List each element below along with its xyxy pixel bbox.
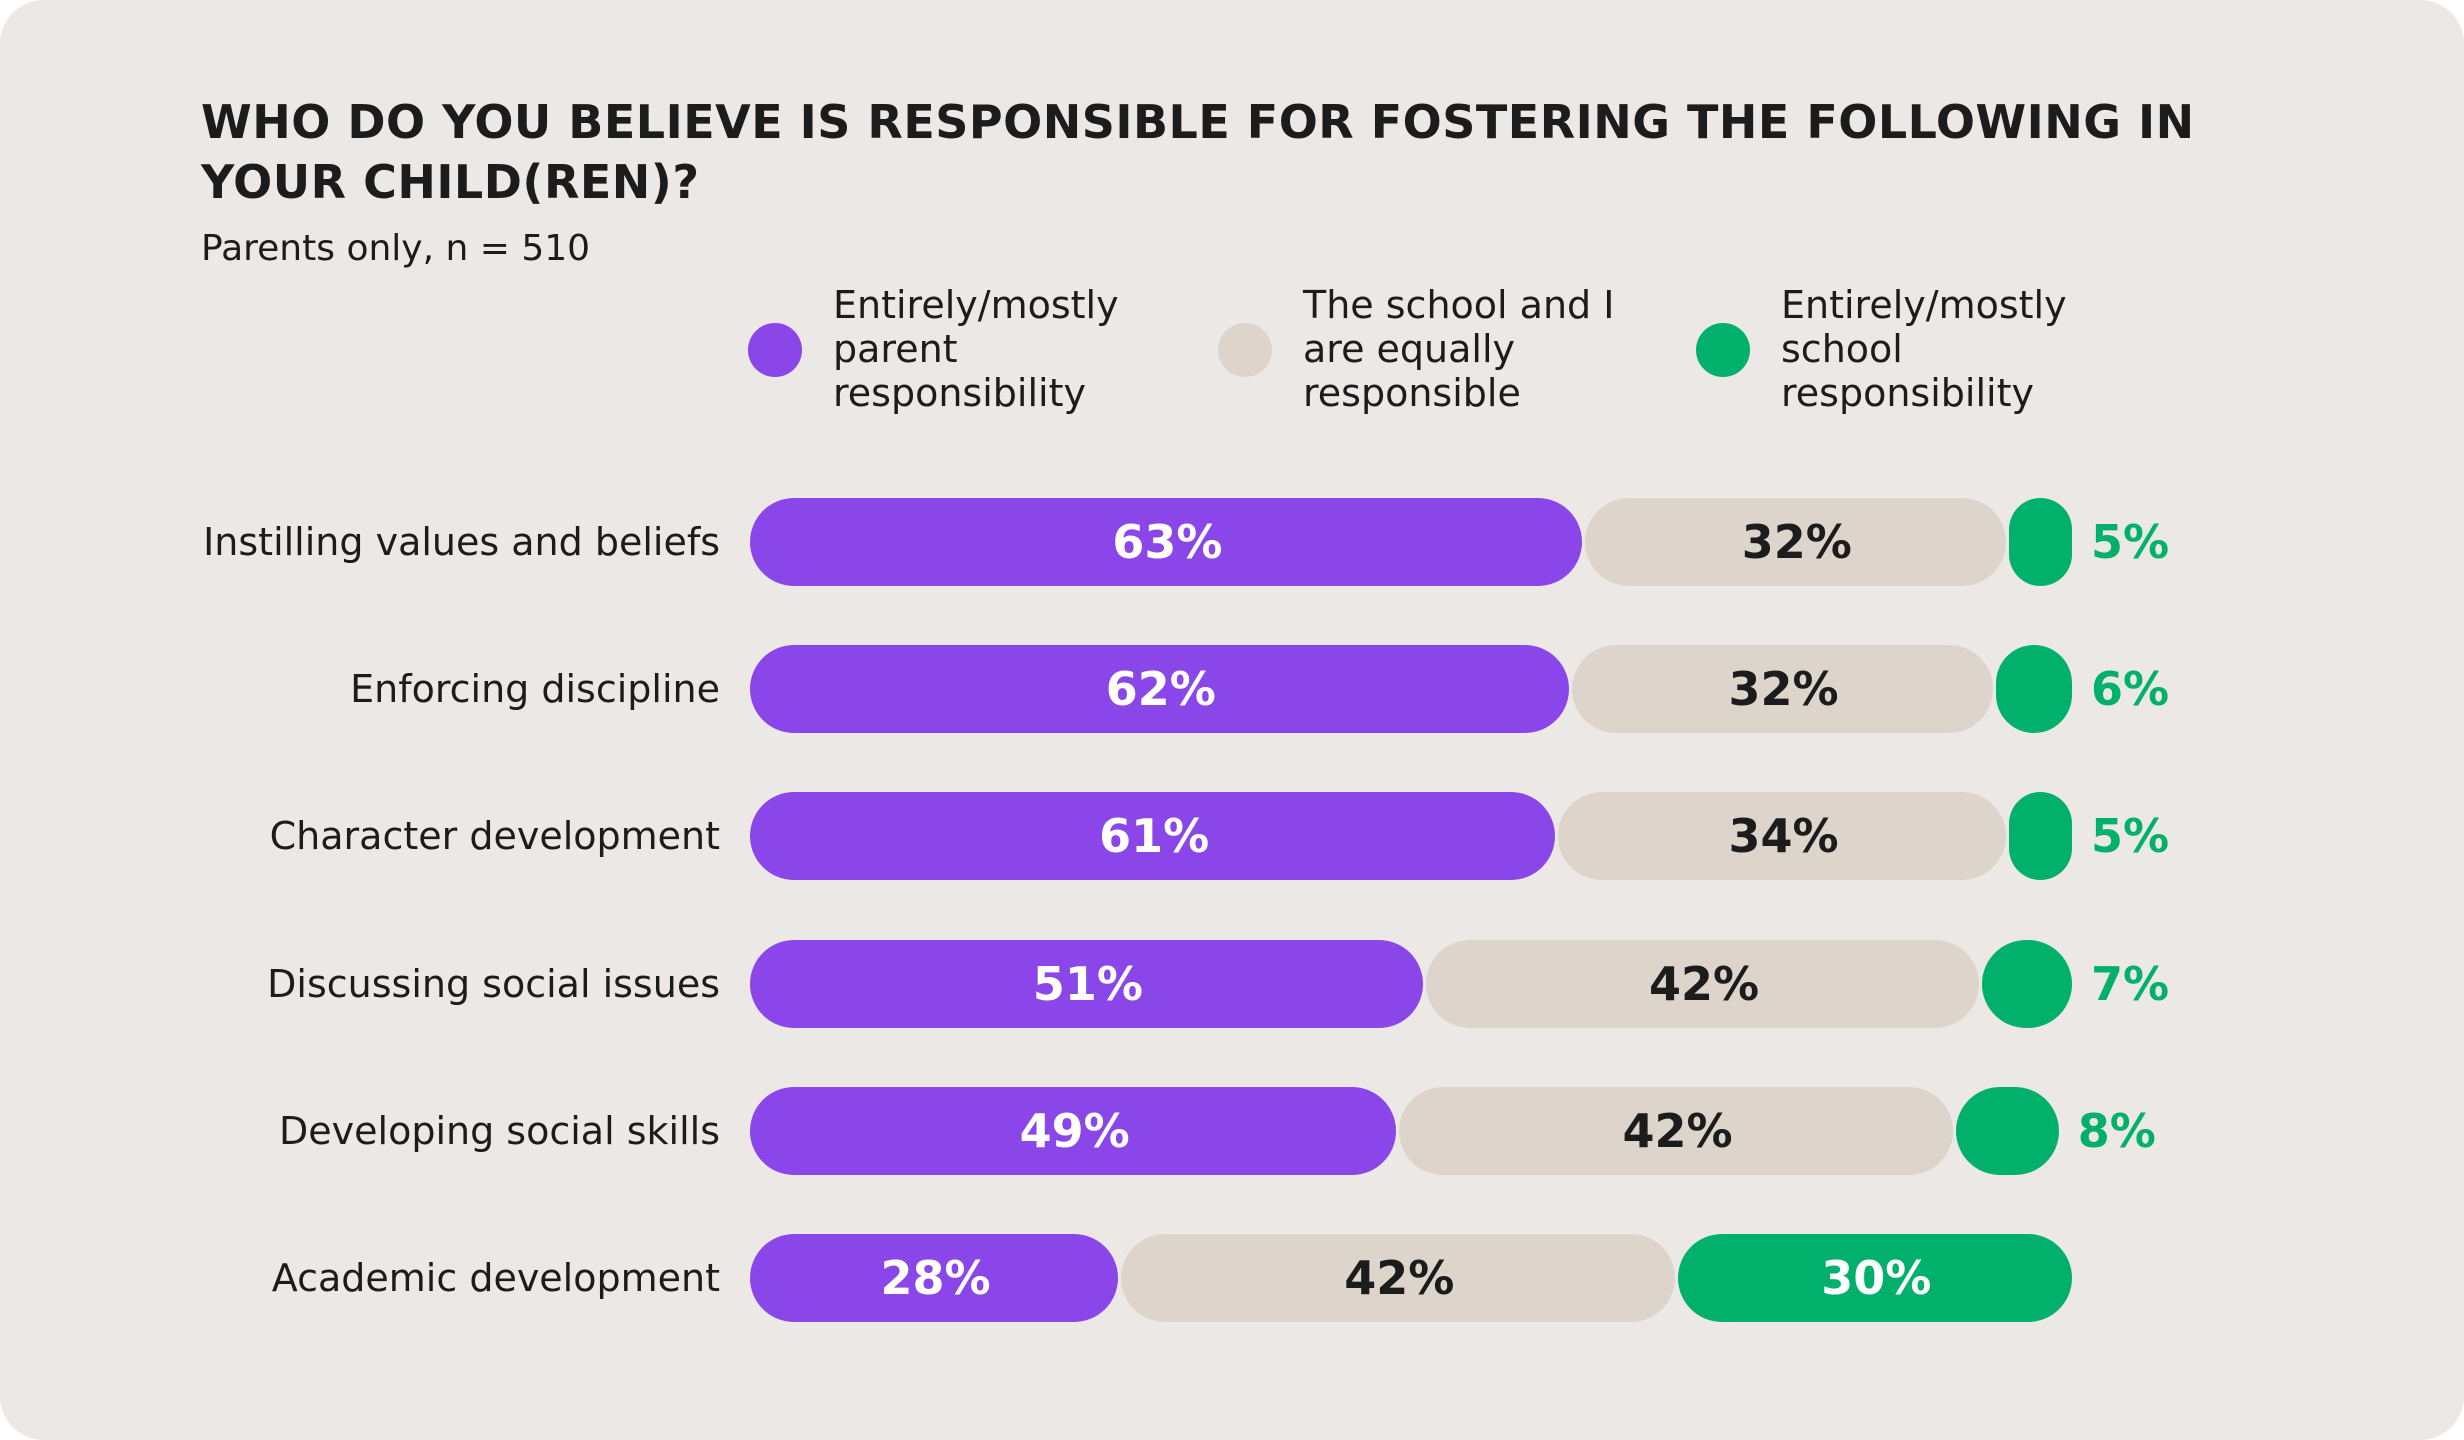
legend-marker (1696, 323, 1750, 377)
value-label: 62% (1105, 662, 1216, 716)
chart-subtitle: Parents only, n = 510 (201, 228, 591, 269)
chart-title: WHO DO YOU BELIEVE IS RESPONSIBLE FOR FO… (201, 95, 2195, 209)
category-label: Academic development (271, 1256, 720, 1300)
value-label: 61% (1099, 809, 1210, 863)
value-label: 32% (1728, 662, 1839, 716)
bar-segment (1121, 1234, 1675, 1322)
bar-segment (750, 498, 1582, 586)
bar-segment (750, 645, 1569, 733)
bar-segment (2008, 792, 2072, 880)
value-label: 8% (2077, 1104, 2156, 1158)
bar-segment (750, 1234, 1118, 1322)
bar-segment (1558, 792, 2006, 880)
category-label: Character development (269, 814, 720, 858)
value-label: 28% (880, 1251, 991, 1305)
legend-marker (748, 323, 802, 377)
value-label: 42% (1344, 1251, 1455, 1305)
value-label: 63% (1112, 515, 1223, 569)
value-label: 51% (1032, 957, 1143, 1011)
bar-segment (1571, 645, 1993, 733)
bar-segment (1399, 1087, 1953, 1175)
category-label: Enforcing discipline (350, 667, 720, 711)
legend-label: Entirely/mostly parent responsibility (833, 283, 1119, 415)
bar-segment (750, 1087, 1397, 1175)
legend-label: Entirely/mostly school responsibility (1781, 283, 2067, 415)
bar-segment (1584, 498, 2006, 586)
category-label: Developing social skills (279, 1109, 720, 1153)
bar-segment (750, 792, 1556, 880)
bar-segment (1982, 940, 2072, 1028)
value-label: 7% (2091, 957, 2170, 1011)
category-label: Discussing social issues (267, 962, 720, 1006)
bar-segment (1955, 1087, 2059, 1175)
bar-segment (1425, 940, 1980, 1028)
category-label: Instilling values and beliefs (203, 520, 720, 564)
bar-segment (2008, 498, 2072, 586)
legend-label: The school and I are equally responsible (1303, 283, 1615, 415)
bar-segment (750, 940, 1423, 1028)
value-label: 32% (1741, 515, 1852, 569)
value-label: 5% (2091, 809, 2170, 863)
value-label: 6% (2091, 662, 2170, 716)
bar-segment (1677, 1234, 2072, 1322)
value-label: 42% (1622, 1104, 1733, 1158)
legend-marker (1218, 323, 1272, 377)
value-label: 34% (1728, 809, 1839, 863)
value-label: 49% (1019, 1104, 1130, 1158)
value-label: 5% (2091, 515, 2170, 569)
bar-segment (1995, 645, 2072, 733)
value-label: 30% (1821, 1251, 1932, 1305)
value-label: 42% (1648, 957, 1760, 1011)
